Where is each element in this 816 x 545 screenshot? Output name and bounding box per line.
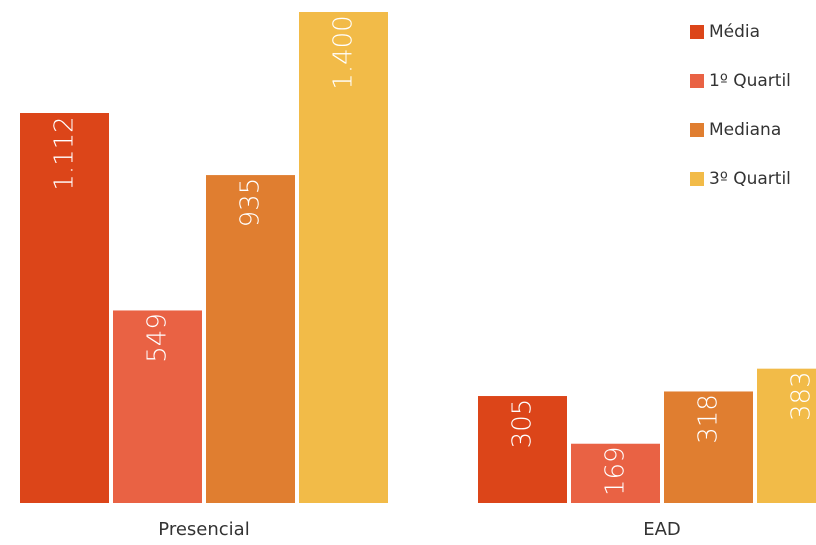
x-tick-label: Presencial xyxy=(158,519,249,540)
legend-label: Média xyxy=(709,22,760,42)
legend-swatch xyxy=(690,172,704,186)
value-label: 549 xyxy=(143,313,173,363)
bars-layer xyxy=(20,12,816,504)
bar-presencial-2 xyxy=(113,310,202,503)
bar-ead-2 xyxy=(571,443,660,503)
bar-ead-4 xyxy=(757,368,816,503)
bar-presencial-1 xyxy=(20,113,109,504)
legend: Média 1º Quartil Mediana 3º Quartil xyxy=(690,22,791,189)
bar-presencial-4 xyxy=(299,12,388,503)
value-label: 169 xyxy=(601,446,631,496)
category-labels-layer: Presencial EAD xyxy=(158,519,680,540)
legend-swatch xyxy=(690,123,704,137)
bar-ead-3 xyxy=(664,391,753,503)
bar-presencial-3 xyxy=(206,175,295,503)
value-labels-layer: 1.112 549 935 1.400 305 169 318 383 xyxy=(50,15,816,496)
legend-swatch xyxy=(690,25,704,39)
legend-label: 3º Quartil xyxy=(709,169,791,189)
legend-label: Mediana xyxy=(709,120,781,140)
legend-swatch xyxy=(690,74,704,88)
value-label: 383 xyxy=(787,371,816,421)
value-label: 305 xyxy=(508,399,538,449)
bar-ead-1 xyxy=(478,396,567,503)
value-label: 1.400 xyxy=(329,15,359,89)
x-tick-label: EAD xyxy=(643,519,681,540)
value-label: 1.112 xyxy=(50,116,80,190)
value-label: 318 xyxy=(694,394,724,444)
value-label: 935 xyxy=(236,178,266,228)
legend-label: 1º Quartil xyxy=(709,71,791,91)
